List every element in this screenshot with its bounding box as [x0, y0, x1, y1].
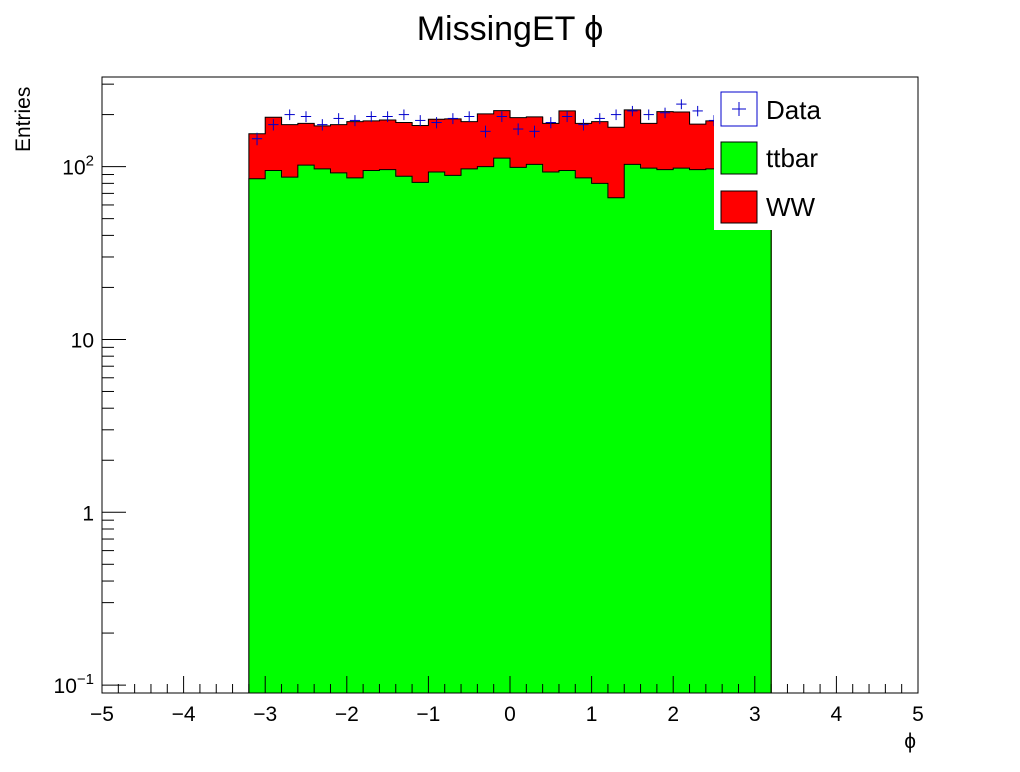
bar-ttbar-30	[738, 169, 756, 693]
stacked-bars	[248, 109, 772, 694]
data-point-11	[431, 117, 442, 129]
data-point-20	[578, 119, 589, 131]
bar-ttbar-24	[640, 168, 658, 693]
bar-ttbar-17	[526, 164, 544, 693]
x-tick-label: 5	[912, 703, 924, 726]
data-point-27	[692, 105, 703, 117]
data-point-5	[333, 113, 344, 125]
y-tick-label: 1	[82, 502, 94, 525]
chart-title: MissingET ϕ	[417, 10, 604, 48]
x-tick-label: −4	[172, 703, 196, 726]
data-point-2	[284, 109, 295, 121]
data-point-14	[480, 125, 491, 138]
legend-label-ww: WW	[766, 192, 816, 222]
bar-ttbar-5	[330, 172, 348, 693]
bar-ttbar-11	[428, 172, 446, 693]
data-point-19	[561, 111, 573, 123]
x-tick-label: 1	[586, 703, 598, 726]
data-point-9	[398, 109, 410, 121]
bar-ttbar-26	[673, 168, 691, 693]
x-tick-label: −3	[253, 703, 277, 726]
data-point-13	[464, 111, 475, 123]
y-tick-label: 10−1	[54, 671, 94, 698]
legend-marker-ttbar	[720, 141, 758, 175]
bar-ttbar-31	[754, 168, 772, 693]
data-point-10	[415, 115, 426, 127]
data-point-6	[349, 115, 361, 127]
data-point-15	[496, 111, 507, 123]
legend-marker-data-box	[720, 91, 758, 127]
x-tick-label: 3	[749, 703, 761, 726]
bar-ttbar-27	[689, 169, 707, 693]
data-point-12	[447, 113, 459, 125]
bar-ttbar-29	[722, 170, 740, 693]
bar-ttbar-15	[493, 158, 511, 694]
data-point-4	[317, 119, 328, 131]
legend: Data ttbar WW	[714, 82, 821, 230]
bar-ttbar-20	[575, 177, 593, 693]
x-tick-label: 4	[831, 703, 843, 726]
bar-ttbar-25	[656, 169, 674, 693]
bar-ttbar-13	[461, 168, 478, 693]
data-point-3	[300, 111, 312, 123]
bar-ttbar-8	[379, 169, 397, 693]
bar-ttbar-0	[248, 178, 266, 693]
bar-ttbar-16	[510, 167, 527, 693]
outline-ttbar	[248, 157, 772, 693]
bar-ttbar-6	[346, 177, 364, 693]
bar-ttbar-7	[363, 170, 381, 693]
x-tick-label: 2	[667, 703, 679, 726]
x-tick-label: −2	[335, 703, 359, 726]
data-point-16	[513, 123, 524, 136]
bar-ttbar-21	[591, 183, 609, 694]
outline-ww	[248, 109, 772, 693]
bar-ttbar-12	[444, 175, 462, 694]
legend-label-data: Data	[766, 95, 821, 125]
y-axis: 10−1 1 10 102	[54, 83, 126, 698]
y-tick-label: 102	[62, 153, 94, 180]
x-tick-label: −1	[416, 703, 440, 726]
data-point-18	[545, 117, 556, 129]
bar-ttbar-18	[542, 172, 560, 693]
bar-ttbar-23	[624, 164, 642, 693]
bar-ttbar-10	[412, 182, 429, 693]
data-point-25	[659, 107, 671, 119]
data-point-23	[627, 105, 638, 117]
bar-ttbar-2	[281, 177, 299, 693]
legend-label-ttbar: ttbar	[766, 143, 818, 173]
data-point-8	[382, 111, 393, 123]
data-point-22	[610, 109, 622, 121]
data-point-17	[529, 125, 540, 138]
data-point-0	[251, 132, 263, 146]
bar-ttbar-3	[297, 165, 315, 693]
bar-ttbar-14	[477, 166, 495, 694]
bar-ttbar-4	[314, 168, 332, 693]
data-point-1	[268, 119, 279, 131]
bar-ttbar-1	[265, 170, 283, 693]
y-axis-title: Entries	[12, 87, 35, 152]
x-axis: −5 −4 −3 −2 −1 0 1 2 3 4 5	[90, 676, 924, 726]
data-point-24	[643, 109, 654, 121]
bar-ttbar-22	[607, 197, 625, 694]
bar-ttbar-28	[705, 168, 723, 693]
x-tick-label: −5	[90, 703, 114, 726]
x-tick-label: 0	[504, 703, 516, 726]
legend-marker-ww	[720, 190, 758, 224]
x-axis-title: ϕ	[904, 730, 916, 753]
bar-ttbar-9	[395, 176, 413, 693]
y-tick-label: 10	[71, 329, 94, 352]
data-point-21	[594, 113, 605, 125]
data-point-7	[366, 111, 377, 123]
bar-ttbar-19	[558, 170, 576, 693]
data-point-26	[676, 99, 687, 110]
